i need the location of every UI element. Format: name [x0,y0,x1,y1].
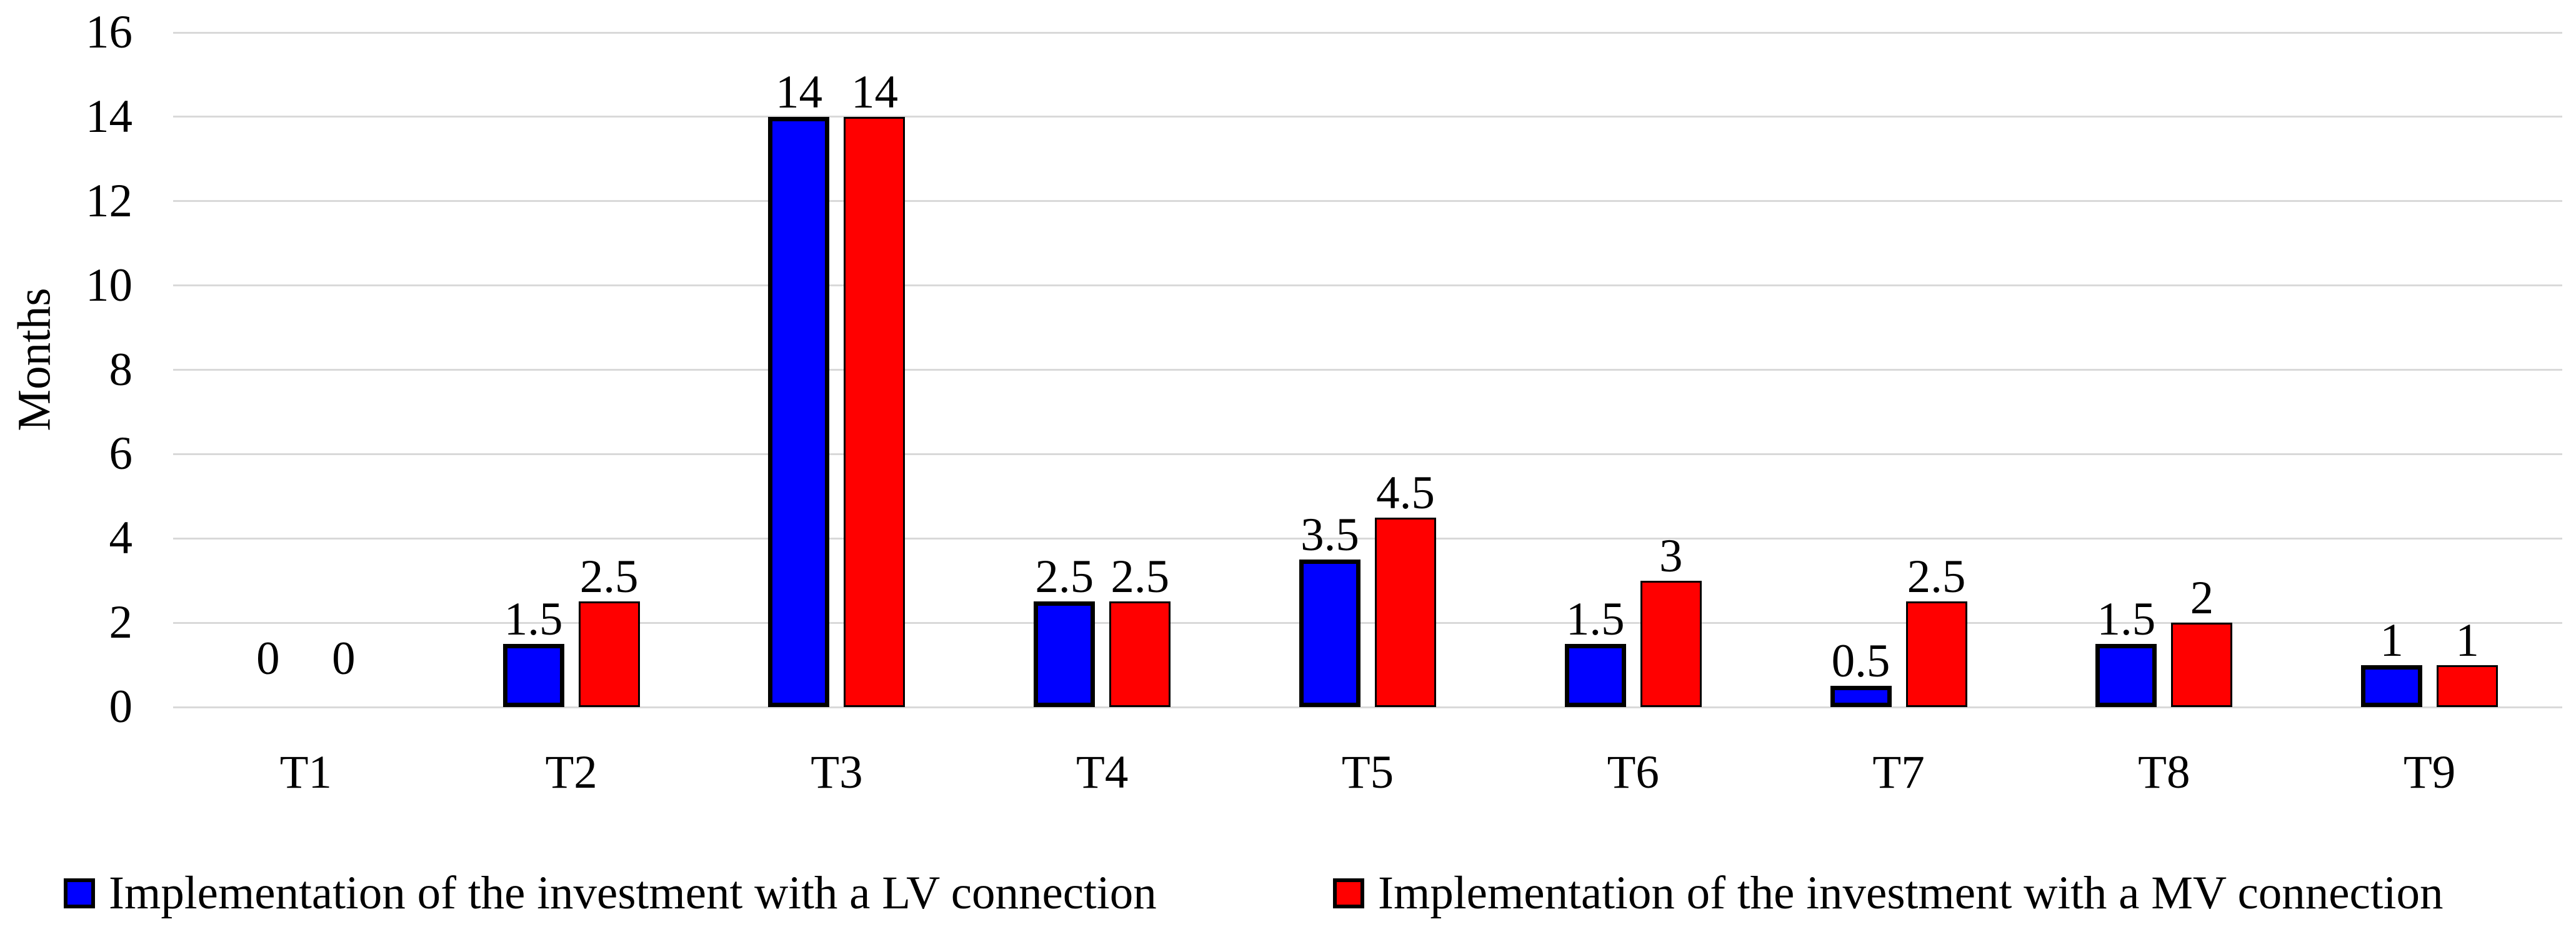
gridline-y6 [173,453,2562,455]
gridline-y8 [173,369,2562,371]
legend: Implementation of the investment with a … [0,867,2576,919]
y-tick-label-10: 10 [86,259,132,311]
gridline-y14 [173,116,2562,118]
bar-t8-mv [2171,623,2233,707]
value-label-t3-lv: 14 [775,66,822,118]
gridline-y16 [173,31,2562,34]
value-label-t6-lv: 1.5 [1565,593,1625,645]
gridline-y10 [173,284,2562,287]
bar-t4-lv [1034,601,1096,707]
bar-t6-lv [1564,643,1626,707]
bar-t2-lv [502,643,564,707]
y-tick-label-14: 14 [86,90,132,143]
value-label-t6-mv: 3 [1659,530,1683,582]
bar-t6-mv [1640,580,1702,707]
bar-t5-mv [1375,517,1436,707]
value-label-t2-lv: 1.5 [504,593,563,645]
y-tick-label-2: 2 [109,596,133,649]
x-category-label-t3: T3 [811,746,863,798]
value-label-t5-mv: 4.5 [1376,466,1435,519]
x-category-label-t8: T8 [2138,746,2190,798]
plot-area: 0 0 1.5 2.5 14 14 2.5 2.5 3.5 4.5 1.5 3 0.5 2.5 1.5 2 1 1 [173,31,2562,708]
value-label-t4-lv: 2.5 [1035,551,1094,603]
x-category-label-t2: T2 [545,746,597,798]
bar-t9-lv [2361,665,2423,707]
gridline-y4 [173,537,2562,540]
value-label-t5-lv: 3.5 [1300,508,1359,561]
value-label-t1-lv: 0 [256,633,280,685]
value-label-t2-mv: 2.5 [579,551,639,603]
gridline-y0 [173,706,2562,708]
bar-t8-lv [2095,643,2157,707]
y-tick-label-12: 12 [86,174,132,227]
legend-label-lv: Implementation of the investment with a … [109,867,1157,919]
legend-entry-mv: Implementation of the investment with a … [1333,867,2444,919]
bar-t4-mv [1109,601,1171,707]
value-label-t8-mv: 2 [2190,572,2214,625]
x-category-label-t4: T4 [1076,746,1129,798]
y-tick-label-6: 6 [109,428,133,480]
gridline-y12 [173,200,2562,203]
bar-t2-mv [578,601,640,707]
value-label-t4-mv: 2.5 [1111,551,1170,603]
bar-t3-lv [768,116,830,707]
legend-entry-lv: Implementation of the investment with a … [64,867,1157,919]
value-label-t9-lv: 1 [2380,614,2404,666]
value-label-t3-mv: 14 [851,66,898,118]
value-label-t9-mv: 1 [2455,614,2479,666]
y-tick-label-8: 8 [109,343,133,396]
x-category-label-t5: T5 [1341,746,1394,798]
bar-t3-mv [844,116,906,707]
x-axis-category-labels: T1 T2 T3 T4 T5 T6 T7 T8 T9 [173,741,2562,804]
value-label-t7-lv: 0.5 [1831,635,1890,688]
bar-t9-mv [2437,665,2499,707]
x-category-label-t7: T7 [1872,746,1925,798]
legend-swatch-lv-blue [64,878,95,908]
legend-swatch-mv-red [1333,878,1364,908]
bar-t7-lv [1830,686,1892,707]
x-category-label-t9: T9 [2403,746,2456,798]
value-label-t7-mv: 2.5 [1907,551,1966,603]
x-category-label-t6: T6 [1607,746,1659,798]
y-tick-label-16: 16 [86,6,132,58]
gridline-y2 [173,621,2562,624]
bar-t7-mv [1905,601,1967,707]
value-label-t8-lv: 1.5 [2097,593,2156,645]
y-tick-label-0: 0 [109,681,133,733]
value-label-t1-mv: 0 [332,633,356,685]
x-category-label-t1: T1 [279,746,332,798]
bar-t5-lv [1299,559,1360,707]
legend-label-mv: Implementation of the investment with a … [1378,867,2444,919]
y-tick-label-4: 4 [109,512,133,565]
